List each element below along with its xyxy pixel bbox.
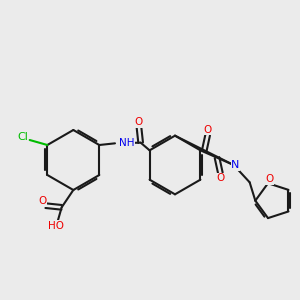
Text: Cl: Cl (18, 132, 28, 142)
Text: HO: HO (48, 221, 64, 231)
Text: O: O (135, 117, 143, 127)
Text: O: O (38, 196, 46, 206)
Text: N: N (231, 160, 239, 170)
Text: O: O (216, 173, 224, 183)
Text: O: O (265, 174, 273, 184)
Text: O: O (203, 125, 212, 135)
Text: NH: NH (119, 138, 135, 148)
